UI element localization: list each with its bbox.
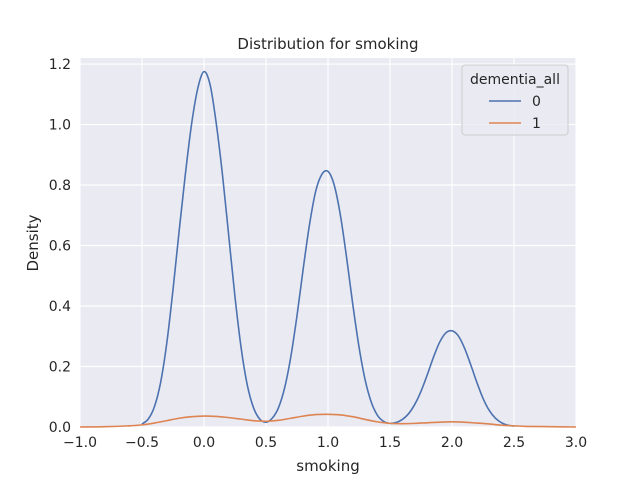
x-tick-label: −0.5 [125, 435, 159, 451]
series-group [79, 70, 577, 428]
x-tick-label: 3.0 [565, 435, 587, 451]
legend-label-0: 0 [532, 94, 541, 110]
legend-title: dementia_all [470, 72, 560, 88]
x-tick-label: 1.5 [379, 435, 401, 451]
y-tick-label: 0.2 [49, 360, 71, 376]
y-tick-label: 0.8 [49, 178, 71, 194]
x-tick-label: 2.5 [503, 435, 525, 451]
x-axis-ticks: −1.0 −0.5 0.0 0.5 1.0 1.5 2.0 2.5 3.0 [63, 435, 587, 451]
x-tick-label: 2.0 [441, 435, 463, 451]
series-line-1 [79, 413, 577, 428]
chart-title: Distribution for smoking [237, 35, 418, 53]
x-axis-title: smoking [296, 457, 360, 475]
y-tick-label: 1.2 [49, 57, 71, 73]
x-tick-label: −1.0 [63, 435, 97, 451]
y-tick-label: 0.0 [49, 420, 71, 436]
y-tick-label: 0.4 [49, 299, 71, 315]
x-tick-label: 0.5 [255, 435, 277, 451]
x-tick-label: 1.0 [317, 435, 339, 451]
series-line-0 [141, 70, 515, 427]
y-axis-title: Density [24, 214, 42, 271]
legend-box [461, 64, 569, 136]
legend-label-1: 1 [532, 116, 541, 132]
legend: dementia_all 0 1 [461, 64, 569, 136]
y-axis-ticks: 0.0 0.2 0.4 0.6 0.8 1.0 1.2 [49, 57, 71, 436]
y-tick-label: 1.0 [49, 118, 71, 134]
x-tick-label: 0.0 [193, 435, 215, 451]
y-tick-label: 0.6 [49, 239, 71, 255]
